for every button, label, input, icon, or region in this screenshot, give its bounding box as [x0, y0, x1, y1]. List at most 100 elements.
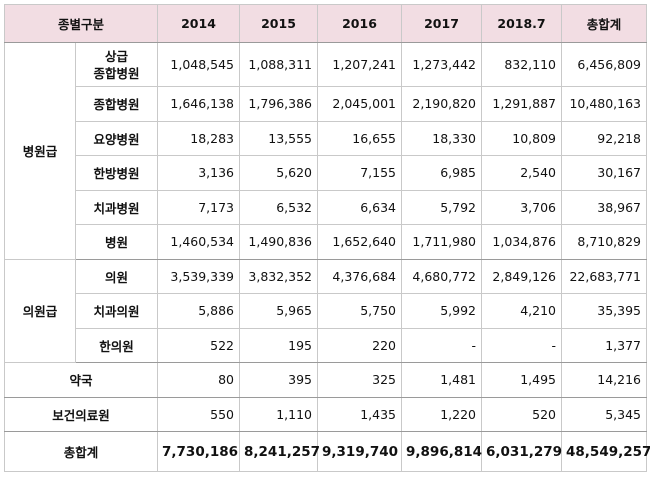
cell-value: 1,435	[317, 396, 403, 432]
cell-total: 22,683,771	[561, 258, 648, 294]
cell-value: 3,539,339	[157, 258, 241, 294]
cell-value: 3,832,352	[239, 258, 319, 294]
row-label: 한의원	[74, 327, 159, 363]
cell-value: 4,210	[481, 293, 563, 329]
row-label: 보건의료원	[3, 396, 159, 432]
cell-value: 1,481	[401, 362, 483, 398]
cell-value: 1,291,887	[481, 86, 563, 122]
table-row: 요양병원 18,283 13,555 16,655 18,330 10,809 …	[5, 120, 648, 156]
cell-value: 5,965	[239, 293, 319, 329]
table-row: 병원 1,460,534 1,490,836 1,652,640 1,711,9…	[5, 224, 648, 260]
row-label-line2: 종합병원	[93, 65, 140, 81]
cell-value: 5,886	[157, 293, 241, 329]
cell-value: 80	[157, 362, 241, 398]
cell-total: 14,216	[561, 362, 648, 398]
header-year: 2015	[239, 4, 319, 43]
cell-value: 1,048,545	[157, 42, 241, 87]
row-label-line1: 상급	[105, 48, 129, 64]
cell-value: 1,711,980	[401, 224, 483, 260]
cell-value: 550	[157, 396, 241, 432]
cell-value: 522	[157, 327, 241, 363]
table-row: 보건의료원 550 1,110 1,435 1,220 520 5,345	[3, 396, 648, 432]
cell-value: 5,992	[401, 293, 483, 329]
header-year: 2016	[317, 4, 403, 43]
cell-value: 1,495	[481, 362, 563, 398]
table-row: 의원급 의원 3,539,339 3,832,352 4,376,684 4,6…	[4, 258, 648, 363]
row-label: 한방병원	[74, 155, 159, 191]
statistics-table: 종별구분 2014 2015 2016 2017 2018.7 총합계 병원급 …	[3, 4, 650, 472]
cell-total: 92,218	[561, 120, 648, 156]
cell-value: 18,283	[157, 120, 241, 156]
cell-value: 5,792	[401, 189, 483, 225]
cell-value: 2,045,001	[317, 86, 403, 122]
grand-total-row: 총합계 7,730,186 8,241,257 9,319,740 9,896,…	[3, 431, 650, 472]
cell-value: -	[481, 327, 563, 363]
table-row: 약국 80 395 325 1,481 1,495 14,216	[3, 362, 648, 398]
cell-value: 1,220	[401, 396, 483, 432]
cell-value: 1,088,311	[239, 42, 319, 87]
table-row: 치과병원 7,173 6,532 6,634 5,792 3,706 38,96…	[5, 189, 648, 225]
cell-value: 10,809	[481, 120, 563, 156]
cell-value: 6,985	[401, 155, 483, 191]
cell-total: 10,480,163	[561, 86, 648, 122]
row-label: 상급 종합병원	[74, 42, 159, 87]
cell-value: 195	[239, 327, 319, 363]
cell-value: 1,646,138	[157, 86, 241, 122]
cell-total: 1,377	[561, 327, 648, 363]
cell-value: 8,241,257	[239, 431, 320, 472]
group-label-clinic: 의원급	[4, 258, 76, 363]
cell-value: 1,034,876	[481, 224, 563, 260]
table-row: 치과의원 5,886 5,965 5,750 5,992 4,210 35,39…	[5, 293, 648, 329]
cell-value: 1,652,640	[317, 224, 403, 260]
cell-value: 4,680,772	[401, 258, 483, 294]
cell-value: 18,330	[401, 120, 483, 156]
header-year: 2014	[157, 4, 241, 43]
row-label: 치과병원	[74, 189, 159, 225]
row-label: 약국	[3, 362, 159, 398]
cell-total: 38,967	[561, 189, 648, 225]
cell-value: 6,031,279	[481, 431, 562, 472]
row-label: 병원	[74, 224, 159, 260]
cell-value: 2,849,126	[481, 258, 563, 294]
cell-value: 9,319,740	[317, 431, 403, 472]
cell-value: 5,620	[239, 155, 319, 191]
cell-value: 1,490,836	[239, 224, 319, 260]
cell-total: 6,456,809	[561, 42, 648, 87]
row-label: 종합병원	[74, 86, 159, 122]
cell-total: 48,549,257	[561, 431, 650, 472]
cell-value: 1,273,442	[401, 42, 483, 87]
cell-total: 35,395	[561, 293, 648, 329]
cell-value: 1,796,386	[239, 86, 319, 122]
table-row: 한방병원 3,136 5,620 7,155 6,985 2,540 30,16…	[5, 155, 648, 191]
cell-value: 832,110	[481, 42, 563, 87]
cell-value: 520	[481, 396, 563, 432]
cell-value: -	[401, 327, 483, 363]
cell-value: 7,155	[317, 155, 403, 191]
cell-value: 5,750	[317, 293, 403, 329]
cell-value: 1,460,534	[157, 224, 241, 260]
cell-value: 3,706	[481, 189, 563, 225]
cell-value: 2,540	[481, 155, 563, 191]
cell-value: 7,173	[157, 189, 241, 225]
table-row: 종합병원 1,646,138 1,796,386 2,045,001 2,190…	[5, 86, 648, 122]
cell-value: 3,136	[157, 155, 241, 191]
cell-total: 30,167	[561, 155, 648, 191]
cell-value: 1,207,241	[317, 42, 403, 87]
cell-value: 13,555	[239, 120, 319, 156]
row-label: 의원	[74, 258, 159, 294]
cell-value: 16,655	[317, 120, 403, 156]
cell-value: 395	[239, 362, 319, 398]
cell-value: 220	[317, 327, 403, 363]
row-label: 치과의원	[74, 293, 159, 329]
cell-value: 2,190,820	[401, 86, 483, 122]
row-label: 총합계	[3, 431, 159, 472]
group-label-hospital: 병원급	[4, 42, 76, 260]
header-year: 2018.7	[481, 4, 563, 43]
header-type-label: 종별구분	[3, 4, 159, 43]
cell-value: 6,634	[317, 189, 403, 225]
cell-total: 8,710,829	[561, 224, 648, 260]
table-row: 한의원 522 195 220 - - 1,377	[5, 327, 648, 363]
header-total: 총합계	[561, 4, 648, 43]
cell-value: 6,532	[239, 189, 319, 225]
cell-value: 9,896,814	[401, 431, 482, 472]
